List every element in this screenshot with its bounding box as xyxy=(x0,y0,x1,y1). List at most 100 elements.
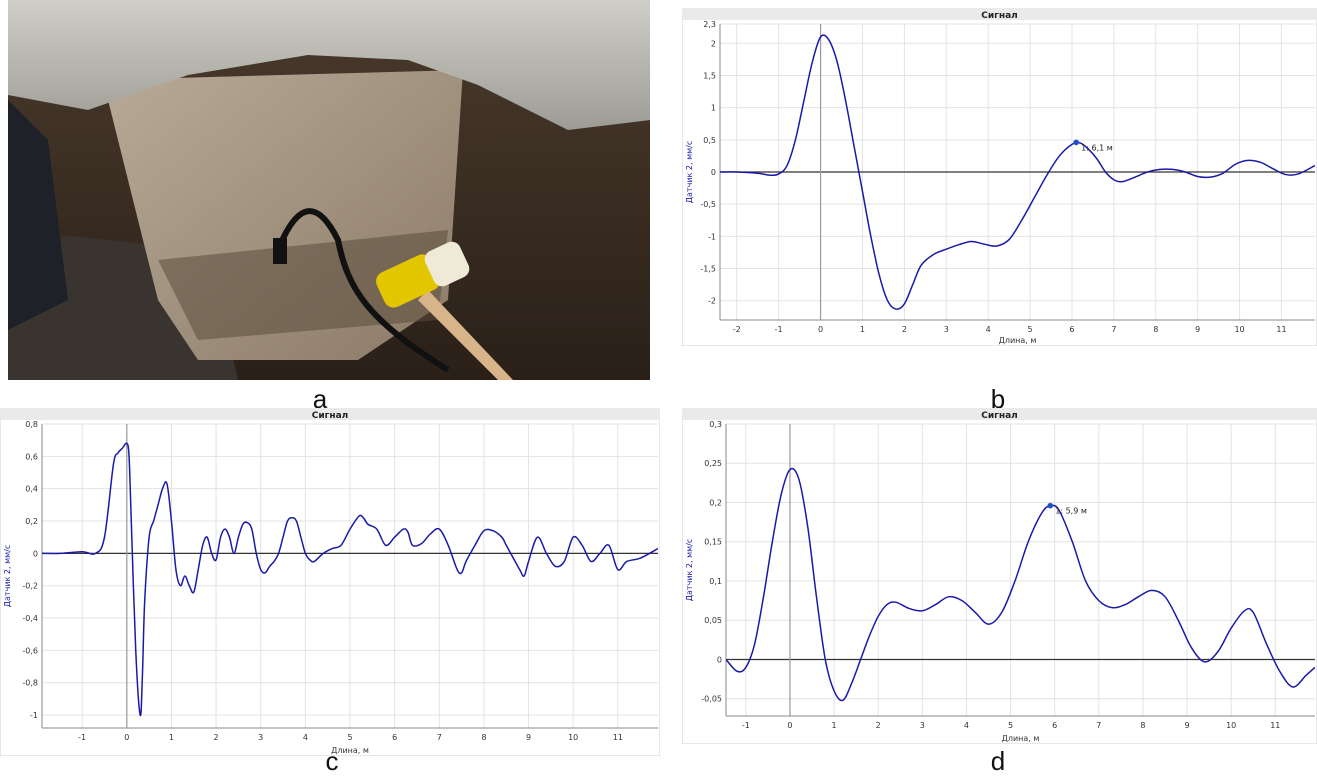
x-tick-label: 9 xyxy=(1195,325,1200,334)
chart-panel-b: Сигнал -2 -1 0 1 2 3 4 5 6 7 8 9 10 11 2,3 2 1,5 1 0,5 0 -0,5… xyxy=(681,7,1317,351)
y-tick-label: 0,2 xyxy=(25,517,38,526)
caption-a: a xyxy=(312,384,328,414)
x-tick-label: 10 xyxy=(1226,721,1236,730)
x-axis-label: Длина, м xyxy=(331,746,369,755)
y-tick-label: -2 xyxy=(708,297,716,306)
x-tick-label: 0 xyxy=(787,721,792,730)
chart-c: Сигнал -1 0 1 2 3 4 5 6 7 8 9 10 11 0,8 0,6 0,4 0,2 0 -0,2 -… xyxy=(0,407,661,757)
y-tick-label: -0,4 xyxy=(22,614,38,623)
x-tick-label: 0 xyxy=(124,733,129,742)
x-tick-label: 1 xyxy=(860,325,865,334)
y-tick-label: 0 xyxy=(717,655,722,664)
y-tick-label: -0,5 xyxy=(700,200,716,209)
chart-d: Сигнал -1 0 1 2 3 4 5 6 7 8 9 10 11 0,3 0,25 0,2 0,15 0,1 0… xyxy=(681,407,1317,745)
y-tick-label: -0,8 xyxy=(22,679,38,688)
x-tick-label: 2 xyxy=(214,733,219,742)
chart-panel-c: Сигнал -1 0 1 2 3 4 5 6 7 8 9 10 11 0,8 0,6 0,4 0,2 0 -0,2 -… xyxy=(0,407,661,761)
y-tick-label: -0,2 xyxy=(22,582,38,591)
x-tick-label: 5 xyxy=(347,733,352,742)
marker-point xyxy=(1073,139,1079,146)
x-tick-label: 0 xyxy=(818,325,823,334)
x-tick-label: -2 xyxy=(733,325,741,334)
x-tick-label: 7 xyxy=(437,733,442,742)
x-tick-label: 3 xyxy=(944,325,949,334)
x-tick-label: 3 xyxy=(920,721,925,730)
x-tick-label: 4 xyxy=(986,325,991,334)
caption-b: b xyxy=(990,384,1006,414)
y-tick-label: -0,6 xyxy=(22,646,38,655)
pile-photo xyxy=(8,0,650,380)
title-bar xyxy=(0,408,660,420)
x-tick-label: 6 xyxy=(392,733,397,742)
x-axis-label: Длина, м xyxy=(1002,734,1040,743)
x-tick-label: 1 xyxy=(169,733,174,742)
x-tick-label: 1 xyxy=(832,721,837,730)
chart-title: Сигнал xyxy=(981,411,1018,421)
caption-d: d xyxy=(990,746,1006,776)
caption-c: c xyxy=(325,746,339,776)
y-tick-label: 0,2 xyxy=(709,498,722,507)
x-tick-label: 4 xyxy=(964,721,969,730)
title-bar xyxy=(682,8,1317,20)
x-tick-label: 7 xyxy=(1096,721,1101,730)
y-tick-label: 2,3 xyxy=(703,20,716,29)
x-tick-label: 2 xyxy=(876,721,881,730)
chart-panel-d: Сигнал -1 0 1 2 3 4 5 6 7 8 9 10 11 0,3 0,25 0,2 0,15 0,1 0… xyxy=(681,407,1317,749)
series-line xyxy=(42,442,658,717)
series-line xyxy=(726,467,1315,702)
y-tick-label: -1 xyxy=(708,232,716,241)
chart-frame xyxy=(681,407,1317,745)
x-tick-label: 11 xyxy=(1276,325,1286,334)
y-axis-label: Датчик 2, мм/с xyxy=(3,545,12,607)
chart-frame xyxy=(0,407,661,757)
y-tick-label: 2 xyxy=(711,39,716,48)
y-tick-label: 0,3 xyxy=(709,420,722,429)
y-tick-label: 0 xyxy=(33,549,38,558)
y-tick-label: 0 xyxy=(711,168,716,177)
x-tick-label: -1 xyxy=(775,325,783,334)
marker-label: 1: 5,9 м xyxy=(1055,507,1087,516)
x-tick-label: 2 xyxy=(902,325,907,334)
x-tick-label: 9 xyxy=(526,733,531,742)
y-tick-label: 0,5 xyxy=(703,136,716,145)
x-tick-label: 8 xyxy=(1140,721,1145,730)
y-tick-label: 0,1 xyxy=(709,577,722,586)
x-tick-label: 11 xyxy=(613,733,623,742)
y-tick-label: 1 xyxy=(711,104,716,113)
x-axis-label: Длина, м xyxy=(999,336,1037,345)
x-tick-label: 11 xyxy=(1270,721,1280,730)
chart-b: Сигнал -2 -1 0 1 2 3 4 5 6 7 8 9 10 11 2,3 2 1,5 1 0,5 0 -0,5… xyxy=(681,7,1317,347)
y-tick-label: 0,05 xyxy=(704,616,722,625)
series-line xyxy=(720,34,1315,310)
y-tick-label: 0,25 xyxy=(704,459,722,468)
x-tick-label: 9 xyxy=(1185,721,1190,730)
y-axis-label: Датчик 2, мм/с xyxy=(685,539,694,601)
marker-label: 1: 6,1 м xyxy=(1081,143,1113,152)
y-tick-label: -1 xyxy=(30,711,38,720)
chart-title: Сигнал xyxy=(981,11,1018,21)
x-tick-label: 5 xyxy=(1028,325,1033,334)
x-tick-label: 3 xyxy=(258,733,263,742)
y-axis-label: Датчик 2, мм/с xyxy=(685,141,694,203)
marker-point xyxy=(1047,502,1054,509)
photo-panel xyxy=(8,0,650,380)
x-tick-label: 6 xyxy=(1052,721,1057,730)
x-tick-label: 8 xyxy=(481,733,486,742)
x-tick-label: -1 xyxy=(78,733,86,742)
x-tick-label: 10 xyxy=(568,733,578,742)
x-tick-label: 7 xyxy=(1111,325,1116,334)
title-bar xyxy=(682,408,1317,420)
chart-title: Сигнал xyxy=(312,411,349,421)
y-tick-label: -0,05 xyxy=(701,695,722,704)
y-tick-label: 0,4 xyxy=(25,485,38,494)
chart-frame xyxy=(681,7,1317,347)
x-tick-label: 8 xyxy=(1153,325,1158,334)
y-tick-label: 0,8 xyxy=(25,420,38,429)
y-tick-label: 1,5 xyxy=(703,71,716,80)
x-tick-label: 4 xyxy=(303,733,308,742)
y-tick-label: 0,6 xyxy=(25,452,38,461)
x-tick-label: 5 xyxy=(1008,721,1013,730)
y-tick-label: -1,5 xyxy=(700,265,716,274)
x-tick-label: 6 xyxy=(1069,325,1074,334)
x-tick-label: -1 xyxy=(742,721,750,730)
